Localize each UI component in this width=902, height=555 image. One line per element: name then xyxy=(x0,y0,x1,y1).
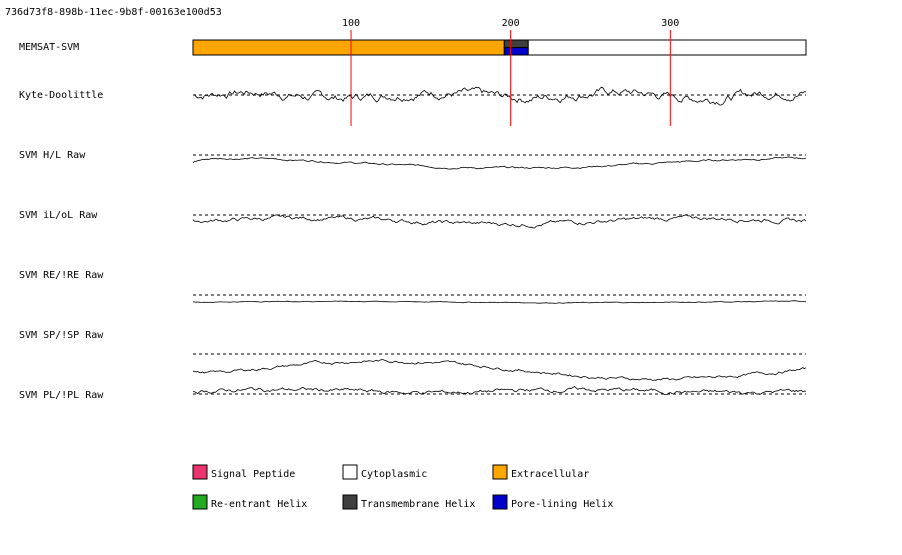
legend-label: Extracellular xyxy=(511,469,589,480)
legend-swatch xyxy=(342,464,358,480)
track-label: SVM RE/!RE Raw xyxy=(19,270,104,281)
legend-label: Transmembrane Helix xyxy=(361,499,475,510)
profile-line xyxy=(192,359,807,381)
track-labels: MEMSAT-SVM Kyte-Doolittle SVM H/L Raw SVM i… xyxy=(19,42,104,401)
topology-bar xyxy=(192,39,807,56)
legend-label: Signal Peptide xyxy=(211,469,295,480)
track-label: SVM SP/!SP Raw xyxy=(19,330,104,341)
track-label: SVM PL/!PL Raw xyxy=(19,390,104,401)
tick-label: 300 xyxy=(661,18,679,29)
topology-segment xyxy=(192,39,505,56)
track-label: Kyte-Doolittle xyxy=(19,90,103,101)
axis-tick-labels: 100 200 300 xyxy=(342,18,679,29)
legend-label: Re-entrant Helix xyxy=(211,499,307,510)
topology-segment xyxy=(527,39,807,56)
legend-swatch xyxy=(192,464,208,480)
topology-segment xyxy=(503,47,529,56)
track-label: SVM iL/oL Raw xyxy=(19,210,98,221)
profile-line xyxy=(192,386,807,396)
legend-swatch xyxy=(192,494,208,510)
uuid-label: 736d73f8-898b-11ec-9b8f-00163e100d53 xyxy=(5,7,222,18)
profile-line xyxy=(192,86,807,106)
profile-lines xyxy=(192,86,807,396)
profile-line xyxy=(192,300,807,304)
legend: Signal Peptide Cytoplasmic Extracellular Re… xyxy=(192,464,613,510)
legend-swatch xyxy=(492,464,508,480)
dashed-baselines xyxy=(193,94,806,395)
legend-label: Cytoplasmic xyxy=(361,469,427,480)
profile-line xyxy=(192,214,807,229)
legend-swatch xyxy=(492,494,508,510)
profile-line xyxy=(192,156,807,170)
legend-label: Pore-lining Helix xyxy=(511,499,613,510)
track-label: SVM H/L Raw xyxy=(19,150,86,161)
tick-label: 100 xyxy=(342,18,360,29)
tick-label: 200 xyxy=(502,18,520,29)
track-label: MEMSAT-SVM xyxy=(19,42,79,53)
legend-swatch xyxy=(342,494,358,510)
axis-tick-lines xyxy=(350,30,671,126)
topology-segment xyxy=(503,39,529,48)
